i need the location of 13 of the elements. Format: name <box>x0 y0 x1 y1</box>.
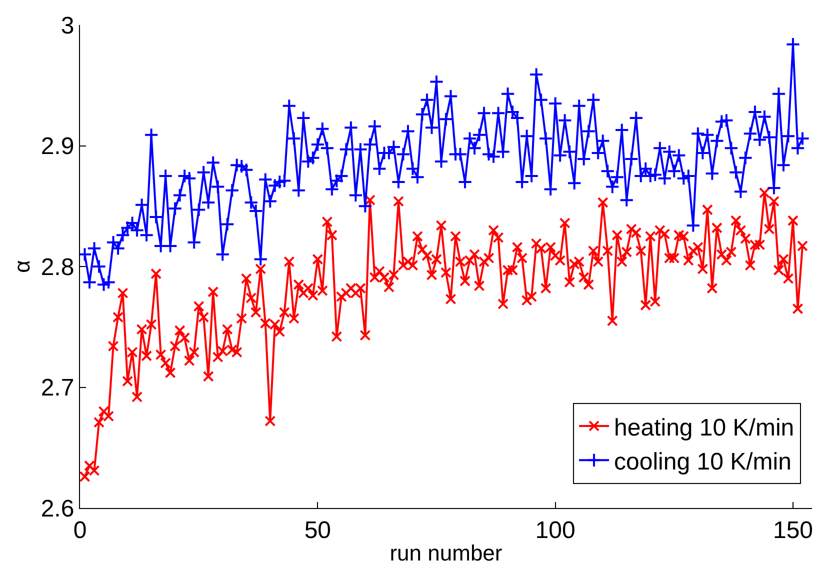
y-tick-label: 2.6 <box>40 495 74 522</box>
y-tick-label: 2.7 <box>40 374 74 402</box>
y-tick-label: 3 <box>60 12 74 40</box>
y-axis-title: α <box>10 260 35 273</box>
x-tick-label: 0 <box>73 516 87 544</box>
x-axis-title: run number <box>390 540 502 566</box>
x-tick-label: 150 <box>772 516 814 544</box>
legend-label: cooling 10 K/min <box>614 448 792 476</box>
y-tick-label: 2.9 <box>40 133 74 160</box>
legend-label: heating 10 K/min <box>614 414 794 442</box>
y-tick-label: 2.8 <box>40 254 74 281</box>
x-tick-label: 100 <box>535 516 576 544</box>
x-tick-label: 50 <box>304 516 332 544</box>
